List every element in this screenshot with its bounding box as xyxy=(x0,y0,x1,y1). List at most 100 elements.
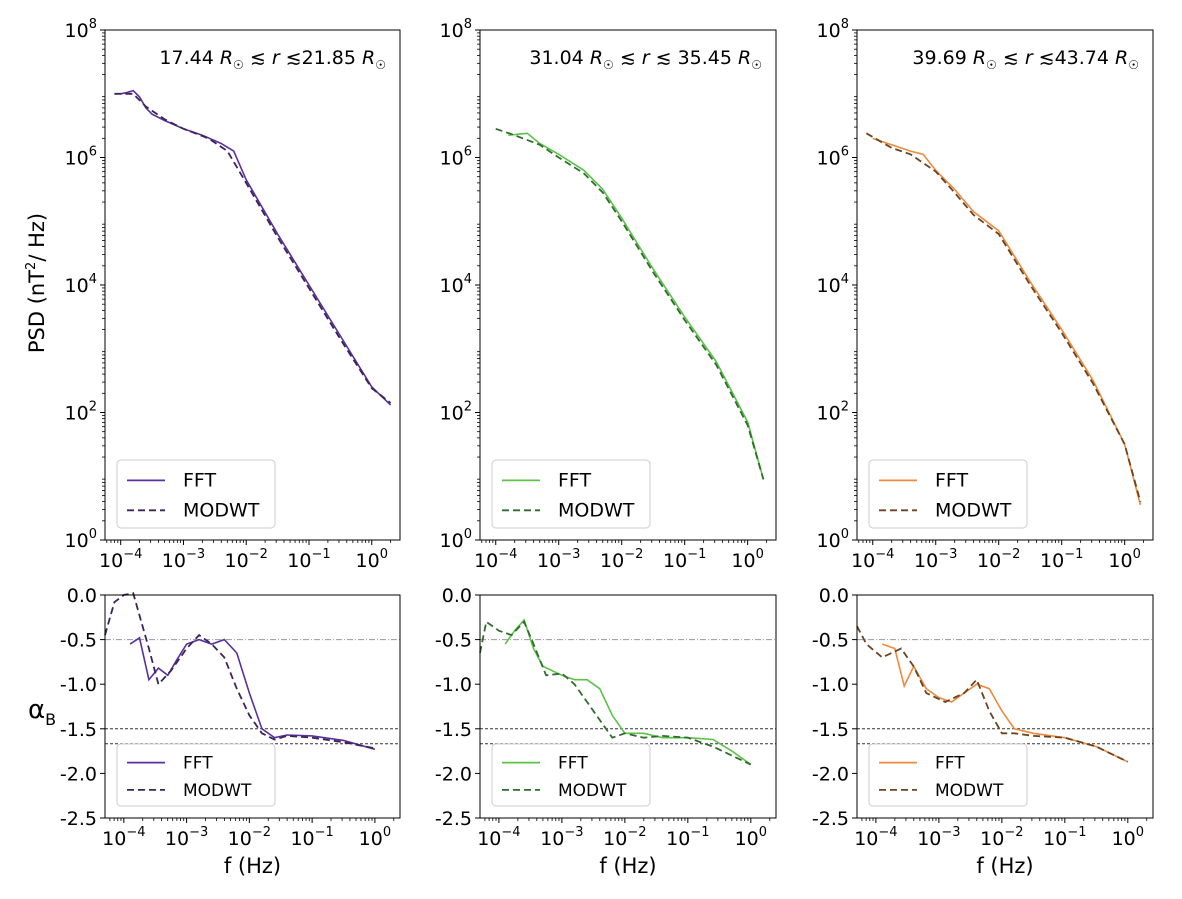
top-3-x-tick-label: 100 xyxy=(1108,547,1140,572)
bot-1-legend-label-modwt: MODWT xyxy=(183,781,252,801)
bot-2-series-modwt xyxy=(479,620,752,766)
bot-2-axes-frame xyxy=(479,594,777,819)
top-3-x-tick-label: 10−1 xyxy=(1040,547,1083,572)
bot-2-legend-box xyxy=(491,743,651,807)
top-3-x-tick-label: 10−2 xyxy=(977,547,1020,572)
top-1-x-tick-label: 10−4 xyxy=(99,547,142,572)
bot-3-x-tick-label: 100 xyxy=(1112,825,1144,850)
top-2-y-tick-label: 102 xyxy=(440,400,472,425)
bot-3-x-tick-label: 10−4 xyxy=(854,825,897,850)
bot-1-y-tick-label: -0.5 xyxy=(60,630,97,652)
top-3-radial-range-label: 39.69 R☉ ≲ r ≲43.74 R☉ xyxy=(912,47,1139,72)
bot-1-x-axis-label: f (Hz) xyxy=(224,854,281,878)
bot-1-x-tick-label: 10−1 xyxy=(290,825,333,850)
bot-2-x-tick-label: 10−3 xyxy=(540,825,583,850)
top-3-x-tick-label: 10−4 xyxy=(851,547,894,572)
bot-2-y-tick-label: -1.0 xyxy=(435,674,472,696)
bot-1-y-tick-label: -2.5 xyxy=(60,808,97,830)
ylabel-psd: PSD (nT2/ Hz) xyxy=(24,213,49,353)
bot-3-x-axis-label: f (Hz) xyxy=(976,854,1033,878)
bot-2-legend-label-modwt: MODWT xyxy=(558,781,627,801)
top-2-y-tick-label: 104 xyxy=(440,272,472,297)
top-2-series-modwt xyxy=(495,127,765,480)
top-1-series-modwt xyxy=(114,92,392,404)
top-3-y-tick-label: 102 xyxy=(817,400,849,425)
top-3-series-fft xyxy=(872,137,1142,506)
bot-3-y-tick-label: -0.5 xyxy=(812,630,849,652)
top-2-y-tick-label: 106 xyxy=(440,145,472,170)
bot-3-legend-label-modwt: MODWT xyxy=(935,781,1004,801)
bot-3-x-tick-label: 10−2 xyxy=(980,825,1023,850)
ylabel-alpha: αB xyxy=(28,695,56,729)
top-3-series-modwt xyxy=(865,132,1142,503)
top-1-y-tick-label: 108 xyxy=(65,17,97,42)
top-1-y-tick-label: 102 xyxy=(65,400,97,425)
bot-3-series-modwt xyxy=(856,625,1129,763)
bot-3-y-tick-label: -2.0 xyxy=(812,763,849,785)
bot-1-y-tick-label: 0.0 xyxy=(67,585,97,607)
top-1-x-tick-label: 10−1 xyxy=(287,547,330,572)
top-1-y-tick-label: 104 xyxy=(65,272,97,297)
top-3-y-tick-label: 106 xyxy=(817,145,849,170)
bot-3-y-tick-label: -1.0 xyxy=(812,674,849,696)
bot-2-y-tick-label: -0.5 xyxy=(435,630,472,652)
bot-2-y-tick-label: -2.5 xyxy=(435,808,472,830)
bot-3-y-tick-label: -2.5 xyxy=(812,808,849,830)
bot-1-series-fft xyxy=(129,636,376,751)
top-3-y-tick-label: 104 xyxy=(817,272,849,297)
top-1-radial-range-label: 17.44 R☉ ≲ r ≲21.85 R☉ xyxy=(159,47,386,72)
top-3-y-tick-label: 100 xyxy=(817,527,849,552)
bot-1-legend-box xyxy=(116,743,276,807)
top-2-x-tick-label: 10−4 xyxy=(474,547,517,572)
top-1-x-tick-label: 10−3 xyxy=(162,547,205,572)
top-2-legend-label-fft: FFT xyxy=(558,469,592,491)
top-2-x-tick-label: 10−1 xyxy=(663,547,706,572)
top-1-legend-label-modwt: MODWT xyxy=(183,499,260,521)
top-1-legend-box xyxy=(116,459,276,529)
top-1-x-tick-label: 10−2 xyxy=(225,547,268,572)
top-2-series-fft xyxy=(508,132,765,480)
top-2-radial-range-label: 31.04 R☉ ≲ r ≲ 35.45 R☉ xyxy=(529,47,762,72)
bot-2-series-fft xyxy=(504,618,752,766)
bot-2-y-tick-label: -1.5 xyxy=(435,719,472,741)
bot-2-x-tick-label: 100 xyxy=(735,825,767,850)
bot-1-y-tick-label: -1.0 xyxy=(60,674,97,696)
bot-1-y-tick-label: -1.5 xyxy=(60,719,97,741)
top-3-y-tick-label: 108 xyxy=(817,17,849,42)
top-3-legend-label-modwt: MODWT xyxy=(935,499,1012,521)
bot-1-x-tick-label: 100 xyxy=(359,825,391,850)
top-2-x-tick-label: 10−2 xyxy=(600,547,643,572)
top-2-x-tick-label: 100 xyxy=(731,547,763,572)
bot-3-y-tick-label: -1.5 xyxy=(812,719,849,741)
bot-2-y-tick-label: 0.0 xyxy=(442,585,472,607)
top-1-series-fft xyxy=(120,89,392,406)
bot-3-series-fft xyxy=(881,643,1129,763)
bot-1-series-modwt xyxy=(104,592,376,750)
top-3-legend-box xyxy=(868,459,1028,529)
bot-3-x-tick-label: 10−3 xyxy=(917,825,960,850)
bot-2-x-tick-label: 10−1 xyxy=(666,825,709,850)
bot-3-legend-box xyxy=(868,743,1028,807)
bot-1-y-tick-label: -2.0 xyxy=(60,763,97,785)
top-2-x-tick-label: 10−3 xyxy=(537,547,580,572)
bot-3-x-tick-label: 10−1 xyxy=(1043,825,1086,850)
bot-2-x-tick-label: 10−4 xyxy=(477,825,520,850)
bot-3-y-tick-label: 0.0 xyxy=(819,585,849,607)
bot-3-axes-frame xyxy=(856,594,1154,819)
bot-2-x-tick-label: 10−2 xyxy=(603,825,646,850)
top-3-legend-label-fft: FFT xyxy=(935,469,969,491)
top-2-y-tick-label: 100 xyxy=(440,527,472,552)
bot-1-x-tick-label: 10−4 xyxy=(102,825,145,850)
top-2-legend-label-modwt: MODWT xyxy=(558,499,635,521)
bot-2-legend-label-fft: FFT xyxy=(558,754,588,774)
bot-1-x-tick-label: 10−2 xyxy=(228,825,271,850)
top-3-x-tick-label: 10−3 xyxy=(914,547,957,572)
bot-1-x-tick-label: 10−3 xyxy=(165,825,208,850)
bot-2-x-axis-label: f (Hz) xyxy=(599,854,656,878)
top-2-legend-box xyxy=(491,459,651,529)
top-2-y-tick-label: 108 xyxy=(440,17,472,42)
top-1-y-tick-label: 100 xyxy=(65,527,97,552)
top-1-y-tick-label: 106 xyxy=(65,145,97,170)
bot-1-axes-frame xyxy=(104,594,401,819)
